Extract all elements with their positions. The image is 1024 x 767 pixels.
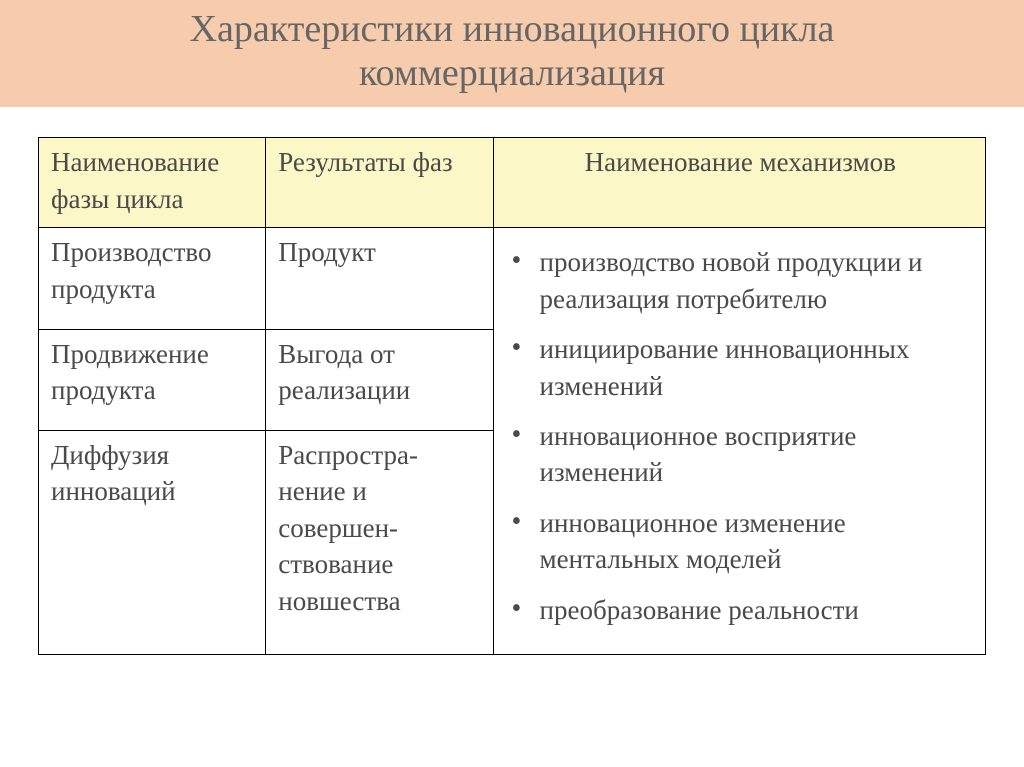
header-mechanisms: Наименование механизмов <box>493 138 985 228</box>
list-item: инновационное восприятие изменений <box>536 418 975 491</box>
table-row: Производство продукта Продукт производст… <box>39 228 986 329</box>
cell-result: Продукт <box>266 228 493 329</box>
cell-mechanisms: производство новой продукции и реализаци… <box>493 228 985 655</box>
list-item: инициирование инновационных изменений <box>536 331 975 404</box>
innovation-cycle-table: Наименование фазы цикла Результаты фаз Н… <box>38 137 986 655</box>
cell-phase: Продвижение продукта <box>39 329 266 430</box>
title-line1: Характеристики инновационного цикла <box>190 8 835 50</box>
cell-phase: Производство продукта <box>39 228 266 329</box>
table-container: Наименование фазы цикла Результаты фаз Н… <box>0 107 1024 655</box>
list-item: преобразование реальности <box>536 592 975 628</box>
header-phase: Наименование фазы цикла <box>39 138 266 228</box>
cell-result: Распростра-нение и совершен-ствование но… <box>266 430 493 654</box>
list-item: производство новой продукции и реализаци… <box>536 244 975 317</box>
cell-result: Выгода от реализации <box>266 329 493 430</box>
table-header-row: Наименование фазы цикла Результаты фаз Н… <box>39 138 986 228</box>
title-line2: коммерциализация <box>359 52 665 94</box>
slide-title: Характеристики инновационного цикла комм… <box>0 0 1024 107</box>
list-item: инновационное изменение ментальных модел… <box>536 505 975 578</box>
header-result: Результаты фаз <box>266 138 493 228</box>
mechanisms-list: производство новой продукции и реализаци… <box>506 244 975 628</box>
cell-phase: Диффузия инноваций <box>39 430 266 654</box>
